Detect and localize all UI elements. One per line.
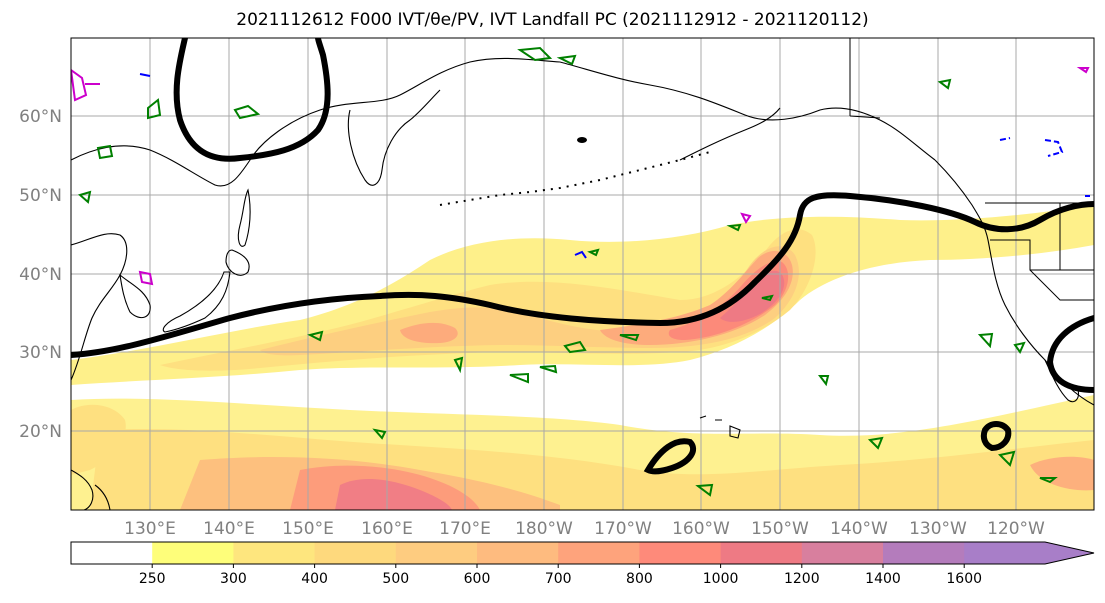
- lon-label: 180°W: [515, 519, 573, 539]
- colorbar-tick-label: 1600: [946, 571, 982, 587]
- theta-e-contours: [77, 46, 1058, 497]
- lat-labels: 60°N 50°N 40°N 30°N 20°N: [19, 107, 62, 442]
- colorbar-segment: [883, 542, 965, 564]
- colorbar-tick-label: 1400: [865, 571, 901, 587]
- map-title: 2021112612 F000 IVT/θe/PV, IVT Landfall …: [236, 10, 869, 30]
- lon-label: 130°W: [909, 519, 967, 539]
- lon-label: 150°E: [282, 519, 334, 539]
- colorbar-segment: [558, 542, 640, 564]
- colorbar-tick-label: 400: [301, 571, 328, 587]
- colorbar-segment: [395, 542, 478, 564]
- lon-label: 130°E: [124, 519, 176, 539]
- colorbar-tick-label: 1200: [784, 571, 820, 587]
- colorbar-tick-label: 1000: [703, 571, 739, 587]
- landfall-pc-contours: [71, 38, 1094, 475]
- colorbar-segment: [964, 542, 1094, 564]
- lat-label: 60°N: [19, 107, 62, 127]
- lon-labels: 130°E 140°E 150°E 160°E 170°E 180°W 170°…: [124, 519, 1045, 539]
- lon-label: 120°W: [987, 519, 1045, 539]
- map-frame: [70, 37, 1095, 511]
- lat-label: 40°N: [19, 265, 62, 285]
- borders: [849, 38, 1094, 301]
- lat-label: 30°N: [19, 343, 62, 363]
- colorbar-segment: [233, 542, 316, 564]
- colorbar-tick-label: 300: [220, 571, 247, 587]
- colorbar-segment: [314, 542, 397, 564]
- colorbar-tick-label: 700: [545, 571, 572, 587]
- colorbar-tick-label: 600: [464, 571, 491, 587]
- colorbar-segment: [477, 542, 559, 564]
- colorbar-segment: [639, 542, 722, 564]
- pv-contours: [71, 67, 1090, 286]
- lon-label: 160°W: [672, 519, 730, 539]
- lon-label: 170°W: [594, 519, 652, 539]
- colorbar-tick-label: 250: [139, 571, 166, 587]
- colorbar-outline: [70, 541, 1095, 565]
- colorbar-segment: [720, 542, 803, 564]
- colorbar: 250 300 400 500 600 700 800 1000 1200 1400 1600: [70, 541, 1095, 587]
- lat-label: 20°N: [19, 422, 62, 442]
- colorbar-segment: [801, 542, 884, 564]
- lon-label: 140°E: [203, 519, 255, 539]
- colorbar-segment: [152, 542, 234, 564]
- colorbar-tick-label: 500: [382, 571, 409, 587]
- ivt-shading: [71, 205, 1094, 510]
- coastlines: [71, 57, 1094, 510]
- colorbar-tick-label: 800: [626, 571, 653, 587]
- lon-label: 160°E: [361, 519, 413, 539]
- lat-label: 50°N: [19, 186, 62, 206]
- lon-label: 140°W: [830, 519, 888, 539]
- graticule: [71, 38, 1094, 510]
- lon-label: 170°E: [439, 519, 491, 539]
- lon-label: 150°W: [751, 519, 809, 539]
- colorbar-segment: [71, 542, 153, 564]
